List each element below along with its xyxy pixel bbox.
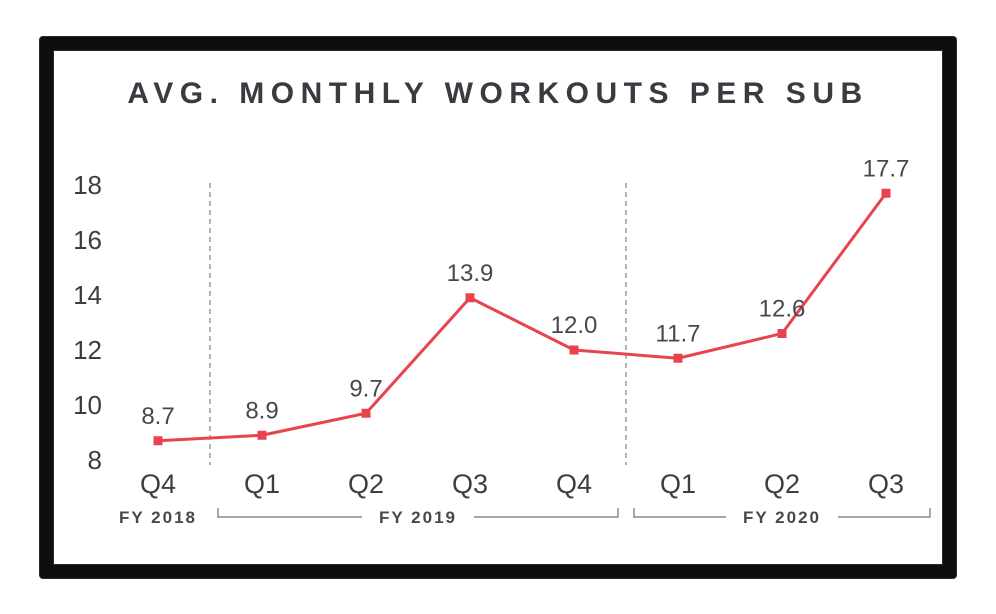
y-tick-label: 16 <box>73 225 102 255</box>
data-point-marker <box>569 345 579 355</box>
y-tick-label: 12 <box>73 335 102 365</box>
x-tick-label: Q4 <box>556 469 592 499</box>
chart-area: 8 10 12 14 16 18 8.7 8.9 9.7 13.9 12.0 11.7 12.6 17.7… <box>58 125 938 539</box>
chart-title: AVG. MONTHLY WORKOUTS PER SUB <box>127 77 869 110</box>
fy-label: FY 2020 <box>743 508 821 527</box>
value-label: 8.9 <box>245 397 278 424</box>
fy-label: FY 2019 <box>379 508 457 527</box>
value-label: 17.7 <box>863 155 910 182</box>
data-point-marker <box>361 408 371 418</box>
data-point-marker <box>881 188 891 198</box>
fy-bracket <box>217 508 619 518</box>
data-point-marker <box>153 436 163 446</box>
trend-line <box>157 192 888 443</box>
x-tick-label: Q4 <box>140 469 176 499</box>
fy-bracket <box>633 508 931 518</box>
data-point-marker <box>257 430 267 440</box>
x-tick-label: Q2 <box>348 469 384 499</box>
line-chart: 8 10 12 14 16 18 8.7 8.9 9.7 13.9 12.0 11.7 12.6 17.7… <box>73 155 931 527</box>
y-tick-label: 18 <box>73 170 102 200</box>
x-tick-label: Q1 <box>244 469 280 499</box>
value-label: 9.7 <box>349 375 382 402</box>
y-tick-label: 10 <box>73 390 102 420</box>
value-label: 8.7 <box>141 403 174 430</box>
chart-frame: AVG. MONTHLY WORKOUTS PER SUB 8 10 12 14 16 1… <box>40 37 956 578</box>
fy-label: FY 2018 <box>119 508 197 527</box>
x-tick-label: Q1 <box>660 469 696 499</box>
x-tick-label: Q2 <box>764 469 800 499</box>
data-point-marker <box>673 353 683 363</box>
value-label: 12.6 <box>759 296 806 323</box>
value-label: 12.0 <box>551 312 598 339</box>
y-tick-label: 14 <box>73 280 102 310</box>
x-tick-label: Q3 <box>452 469 488 499</box>
value-label: 11.7 <box>656 320 701 347</box>
y-tick-label: 8 <box>88 445 102 475</box>
value-label: 13.9 <box>447 260 494 287</box>
data-point-marker <box>777 329 787 338</box>
x-tick-label: Q3 <box>868 469 904 499</box>
data-point-marker <box>465 293 475 303</box>
